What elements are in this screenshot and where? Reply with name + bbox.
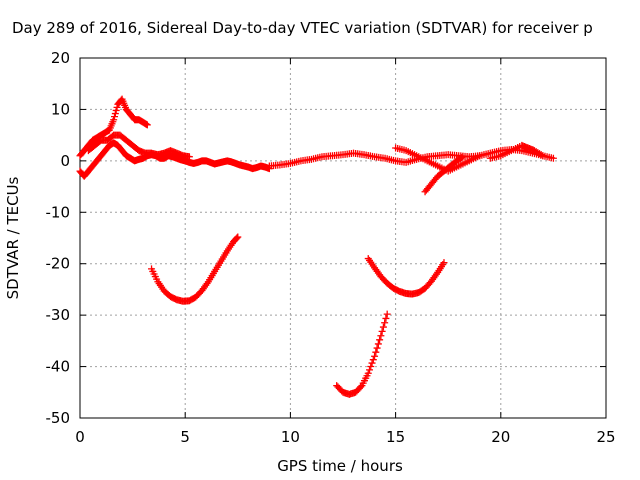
axis-ticks: 0 5 10 15 20 25 -50 -40 -30 -20 -10 0 10 20 xyxy=(46,49,616,446)
data-point xyxy=(537,151,545,159)
data-point xyxy=(364,369,372,377)
data-point xyxy=(368,359,376,367)
y-tick-label: 10 xyxy=(51,100,70,118)
y-tick-label: -40 xyxy=(46,358,71,376)
data-point xyxy=(112,106,120,114)
series-dip-b xyxy=(333,310,391,398)
series-late-arc-3 xyxy=(486,141,547,162)
data-point xyxy=(372,348,380,356)
series-late-arc-1 xyxy=(392,144,484,175)
y-tick-label: -30 xyxy=(46,306,71,324)
plot-frame xyxy=(79,57,607,419)
data-point xyxy=(233,234,241,242)
grid-lines xyxy=(80,58,606,418)
x-axis-label: GPS time / hours xyxy=(277,457,403,475)
x-tick-label: 25 xyxy=(596,428,615,446)
data-point xyxy=(383,310,391,318)
x-tick-label: 5 xyxy=(180,428,190,446)
y-tick-label: 20 xyxy=(51,49,70,67)
data-point xyxy=(366,366,374,374)
x-tick-label: 15 xyxy=(386,428,405,446)
data-point xyxy=(371,352,379,360)
data-point xyxy=(357,383,365,391)
data-points xyxy=(76,95,557,398)
y-tick-label: -10 xyxy=(46,203,71,221)
series-early-arc-mid xyxy=(84,131,193,161)
data-point xyxy=(476,152,484,160)
data-point xyxy=(111,113,119,121)
data-point xyxy=(374,340,382,348)
y-axis-label: SDTVAR / TECUs xyxy=(4,176,22,299)
data-point xyxy=(113,103,121,111)
data-point xyxy=(459,153,467,161)
data-point xyxy=(185,153,193,161)
data-point xyxy=(440,259,448,267)
data-point xyxy=(382,314,390,322)
y-tick-label: -20 xyxy=(46,255,71,273)
data-point xyxy=(143,121,151,129)
x-tick-label: 20 xyxy=(491,428,510,446)
x-tick-label: 10 xyxy=(281,428,300,446)
data-point xyxy=(458,154,466,162)
series-dip-a xyxy=(148,233,242,305)
x-tick-label: 0 xyxy=(75,428,85,446)
data-point xyxy=(549,154,557,162)
data-point xyxy=(111,110,119,118)
data-point xyxy=(381,319,389,327)
data-point xyxy=(110,116,118,124)
data-point xyxy=(378,327,386,335)
chart-title: Day 289 of 2016, Sidereal Day-to-day VTE… xyxy=(12,19,593,37)
y-tick-label: 0 xyxy=(60,152,70,170)
data-point xyxy=(367,362,375,370)
data-point xyxy=(379,323,387,331)
data-point xyxy=(373,344,381,352)
series-early-arc-high xyxy=(76,95,151,160)
data-point xyxy=(369,356,377,364)
data-point xyxy=(377,332,385,340)
data-point xyxy=(539,152,547,160)
y-tick-label: -50 xyxy=(46,409,71,427)
data-point xyxy=(234,233,242,241)
series-late-arc-2 xyxy=(421,153,467,196)
series-dip-c xyxy=(364,255,448,298)
data-point xyxy=(376,336,384,344)
